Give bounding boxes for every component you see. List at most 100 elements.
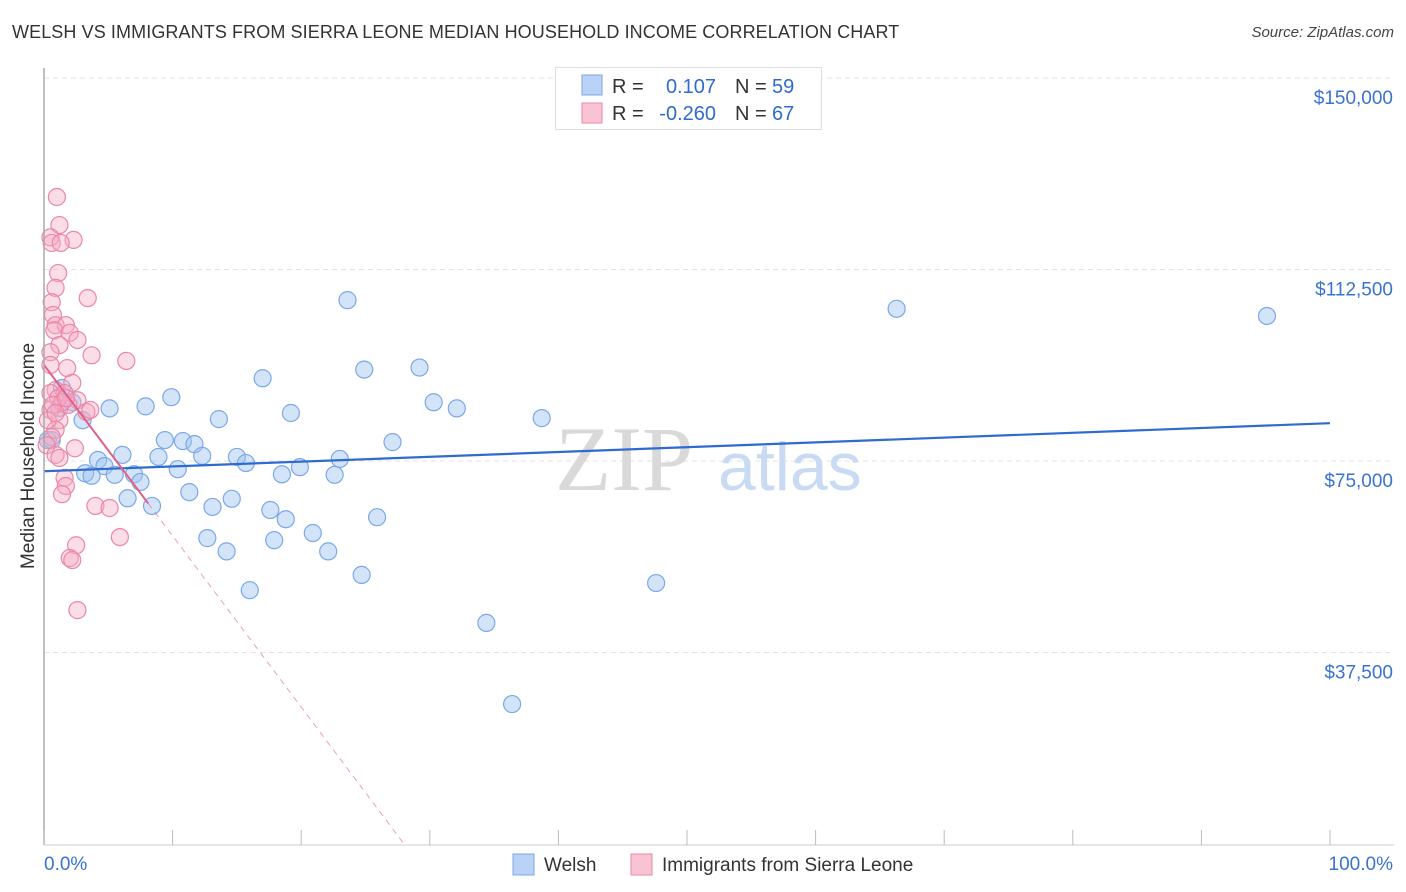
welsh-point: [265, 531, 284, 550]
y-tick-label: $37,500: [1324, 663, 1393, 684]
welsh-point: [253, 369, 272, 388]
legend-r-label: R =: [612, 103, 644, 125]
sierra-leone-point: [49, 263, 68, 283]
sierra-leone-trend-extension: [147, 503, 405, 845]
sierra-leone-point: [82, 346, 101, 365]
sierra-leone-point: [117, 351, 136, 371]
welsh-point: [240, 581, 259, 600]
welsh-point: [367, 508, 387, 527]
sierra-leone-point: [81, 400, 100, 420]
welsh-point: [276, 510, 295, 529]
sierra-leone-point: [50, 448, 69, 468]
sierra-leone-point: [60, 548, 79, 568]
welsh-point: [325, 465, 344, 484]
sierra-leone-point: [46, 403, 65, 423]
sierra-leone-point: [41, 343, 60, 362]
legend-n-value: 59: [772, 76, 794, 98]
sierra-leone-point: [51, 233, 70, 253]
welsh-point: [383, 433, 402, 452]
welsh-point: [173, 431, 192, 451]
sierra-leone-point: [110, 527, 129, 547]
welsh-point: [352, 565, 371, 584]
bottom-legend-welsh: Welsh: [544, 855, 596, 876]
x-tick-label-max: 100.0%: [1329, 854, 1394, 875]
legend-n-label: N =: [735, 76, 767, 98]
legend-swatch-welsh: [581, 74, 603, 96]
legend-n-value: 67: [772, 103, 794, 125]
welsh-point: [319, 542, 338, 561]
welsh-point: [155, 430, 174, 450]
legend-box: R = 0.107 N = 59 R = -0.260 N = 67: [555, 67, 822, 130]
y-tick-label: $75,000: [1324, 471, 1393, 492]
sierra-leone-point: [46, 278, 65, 297]
welsh-point: [82, 466, 101, 485]
bottom-legend: Welsh Immigrants from Sierra Leone: [512, 853, 913, 876]
sierra-leone-point: [63, 373, 82, 392]
bottom-legend-swatch-welsh: [512, 853, 535, 876]
bottom-legend-sierra-leone: Immigrants from Sierra Leone: [662, 855, 913, 876]
welsh-point: [149, 447, 168, 467]
sierra-leone-point: [63, 550, 82, 570]
welsh-point: [105, 465, 124, 484]
sierra-leone-point: [60, 323, 79, 342]
sierra-leone-point: [50, 335, 69, 355]
welsh-point: [217, 542, 236, 561]
welsh-point: [1257, 306, 1277, 326]
legend-r-value: 0.107: [666, 76, 716, 98]
sierra-leone-point: [52, 485, 72, 504]
chart-source: Source: ZipAtlas.com: [1251, 24, 1394, 41]
welsh-point: [424, 393, 443, 412]
welsh-point: [355, 360, 374, 379]
y-tick-label: $112,500: [1315, 280, 1393, 301]
welsh-point: [222, 489, 241, 508]
welsh-point: [477, 613, 496, 632]
welsh-point: [503, 694, 522, 714]
sierra-leone-point: [86, 496, 105, 516]
sierra-leone-point: [78, 288, 97, 308]
watermark-zip: ZIP: [555, 408, 693, 510]
welsh-point: [281, 403, 301, 423]
welsh-point: [162, 388, 181, 407]
welsh-point: [209, 410, 228, 429]
sierra-leone-point: [56, 389, 75, 408]
legend-r-label: R =: [612, 76, 644, 98]
chart-title: WELSH VS IMMIGRANTS FROM SIERRA LEONE ME…: [12, 22, 900, 42]
sierra-leone-point: [65, 439, 84, 458]
welsh-trend-line: [43, 422, 1331, 473]
welsh-point: [203, 497, 222, 517]
welsh-point: [136, 397, 155, 416]
legend-r-value: -0.260: [659, 103, 716, 125]
sierra-leone-trend-line: [43, 364, 149, 504]
welsh-point: [272, 465, 292, 484]
welsh-point: [227, 447, 246, 467]
legend-n-label: N =: [735, 103, 767, 125]
y-tick-label: $150,000: [1314, 88, 1393, 109]
welsh-point: [410, 358, 429, 377]
welsh-point: [180, 483, 199, 502]
welsh-point: [168, 460, 187, 479]
welsh-point: [198, 529, 217, 548]
welsh-point: [303, 523, 322, 543]
sierra-leone-point: [47, 187, 66, 207]
welsh-point: [261, 500, 280, 520]
sierra-leone-point: [68, 601, 87, 620]
welsh-point: [118, 489, 137, 508]
welsh-point: [193, 446, 212, 465]
sierra-leone-point: [50, 215, 69, 235]
welsh-point: [647, 573, 666, 593]
welsh-point: [338, 291, 357, 310]
welsh-point: [100, 399, 119, 418]
welsh-point: [131, 472, 150, 492]
welsh-point: [887, 299, 906, 318]
x-tick-label-min: 0.0%: [44, 854, 87, 875]
legend-swatch-sierra-leone: [581, 102, 603, 124]
welsh-point: [447, 399, 466, 418]
sierra-leone-point: [100, 498, 119, 518]
y-axis-label: Median Household Income: [18, 343, 39, 569]
welsh-point: [113, 445, 132, 464]
welsh-point: [532, 409, 551, 428]
sierra-leone-point: [41, 228, 60, 247]
bottom-legend-swatch-sierra-leone: [630, 853, 653, 876]
